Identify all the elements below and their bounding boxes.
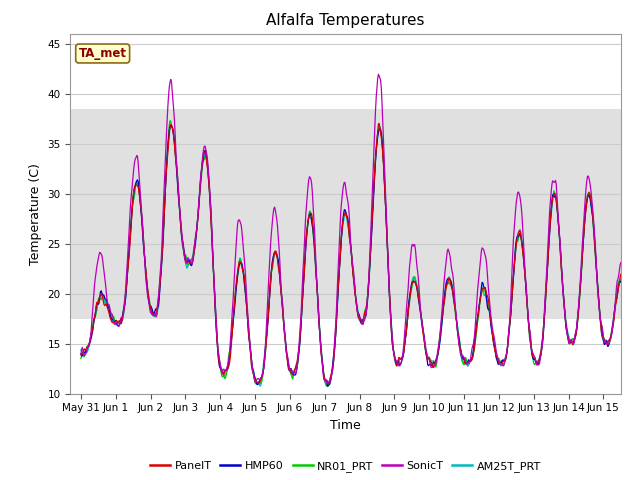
Text: TA_met: TA_met xyxy=(79,47,127,60)
Legend: PanelT, HMP60, NR01_PRT, SonicT, AM25T_PRT: PanelT, HMP60, NR01_PRT, SonicT, AM25T_P… xyxy=(146,457,545,477)
Y-axis label: Temperature (C): Temperature (C) xyxy=(29,163,42,264)
Bar xyxy=(70,108,621,319)
X-axis label: Time: Time xyxy=(330,419,361,432)
Title: Alfalfa Temperatures: Alfalfa Temperatures xyxy=(266,13,425,28)
